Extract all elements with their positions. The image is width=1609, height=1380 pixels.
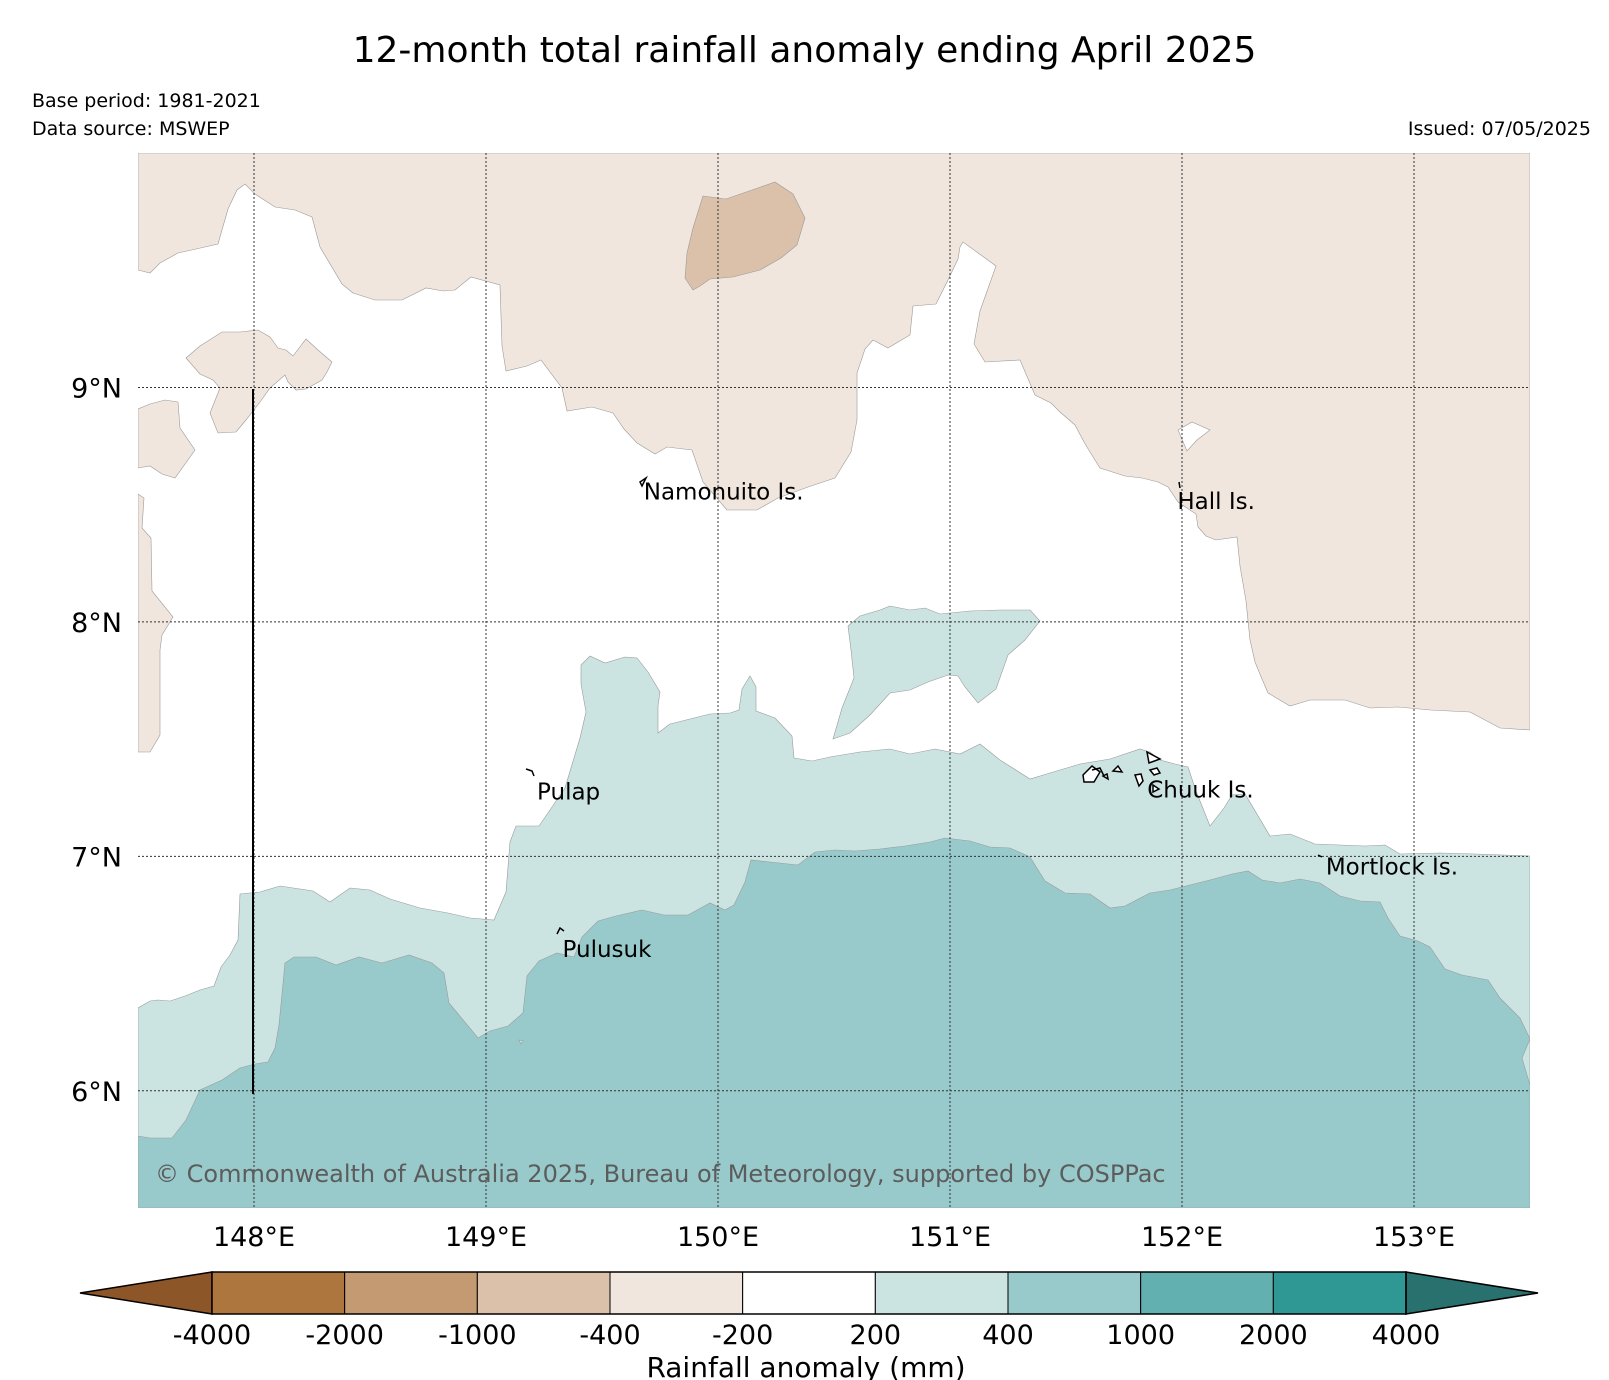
lon-tick-label: 148°E	[213, 1222, 295, 1253]
lat-tick-label: 6°N	[71, 1077, 122, 1108]
colorbar-tick-labels: -4000 -2000 -1000 -400 -200 200 400 1000 2000 400…	[173, 1320, 1441, 1351]
copyright-text: © Commonwealth of Australia 2025, Bureau…	[155, 1160, 1166, 1188]
colorbar-bin	[1140, 1271, 1274, 1315]
place-label: Mortlock Is.	[1326, 855, 1458, 881]
colorbar-tick-label: -4000	[173, 1320, 251, 1351]
colorbar-extend-under	[79, 1271, 213, 1315]
anomaly-region-wet-light	[518, 1039, 524, 1045]
anomaly-region-wet-light	[832, 605, 1041, 740]
colorbar-extend-over	[1405, 1271, 1539, 1315]
map-fill-layer	[138, 153, 1530, 1208]
lon-tick-label: 150°E	[677, 1222, 759, 1253]
colorbar-tick-label: 2000	[1239, 1320, 1308, 1351]
anomaly-region-dry-moderate	[684, 181, 806, 291]
island-namonuito-outline	[639, 475, 648, 488]
island-mortlock-outline	[1317, 854, 1323, 858]
place-labels: Namonuito Is. Hall Is. Pulap Chuuk Is. Mortl…	[537, 480, 1458, 963]
colorbar-bin	[344, 1271, 478, 1315]
lat-tick-label: 8°N	[71, 608, 122, 639]
colorbar-bin	[874, 1271, 1009, 1315]
island-pulusuk-outline	[556, 926, 565, 935]
anomaly-region-neutral	[1177, 421, 1211, 452]
colorbar-tick-label: 1000	[1106, 1320, 1175, 1351]
anomaly-region-dry	[138, 399, 196, 479]
colorbar-label: Rainfall anomaly (mm)	[646, 1351, 965, 1380]
colorbar-bin	[742, 1271, 876, 1315]
colorbar-bin	[211, 1271, 346, 1315]
base-period: Base period: 1981-2021	[32, 90, 261, 112]
colorbar	[79, 1271, 1539, 1315]
colorbar-tick-label: 4000	[1372, 1320, 1441, 1351]
lon-tick-label: 149°E	[445, 1222, 527, 1253]
lon-tick-label: 151°E	[909, 1222, 991, 1253]
lat-tick-label: 9°N	[71, 373, 122, 404]
graticule	[138, 153, 1530, 1208]
lon-tick-label: 152°E	[1141, 1222, 1223, 1253]
anomaly-region-dry	[185, 329, 333, 434]
island-pulap-outline	[525, 768, 535, 777]
colorbar-bin	[1272, 1271, 1407, 1315]
colorbar-tick-label: -200	[712, 1320, 773, 1351]
place-label: Chuuk Is.	[1147, 777, 1254, 803]
colorbar-bin	[609, 1271, 744, 1315]
colorbar-tick-label: 200	[850, 1320, 902, 1351]
issued-date: Issued: 07/05/2025	[1407, 118, 1591, 140]
colorbar-bin	[476, 1271, 611, 1315]
latitude-tick-labels: 9°N 8°N 7°N 6°N	[71, 373, 122, 1107]
colorbar-tick-label: 400	[982, 1320, 1034, 1351]
colorbar-tick-label: -1000	[438, 1320, 516, 1351]
colorbar-outline	[211, 1271, 1407, 1315]
colorbar-tick-label: -400	[579, 1320, 640, 1351]
place-label: Pulusuk	[563, 937, 653, 963]
colorbar-bin	[1007, 1271, 1142, 1315]
island-chuuk-outline	[1082, 765, 1101, 783]
data-source: Data source: MSWEP	[32, 118, 230, 140]
island-outlines	[525, 475, 1323, 935]
colorbar-tick-label: -2000	[305, 1320, 383, 1351]
island-hall-outline	[1178, 481, 1181, 489]
chart-title: 12-month total rainfall anomaly ending A…	[352, 30, 1257, 71]
longitude-tick-labels: 148°E 149°E 150°E 151°E 152°E 153°E	[213, 1222, 1455, 1253]
place-label: Pulap	[537, 780, 600, 806]
anomaly-region-dry	[138, 493, 174, 753]
lon-tick-label: 153°E	[1373, 1222, 1455, 1253]
place-label: Hall Is.	[1177, 489, 1255, 515]
lat-tick-label: 7°N	[71, 842, 122, 873]
place-label: Namonuito Is.	[644, 480, 804, 506]
